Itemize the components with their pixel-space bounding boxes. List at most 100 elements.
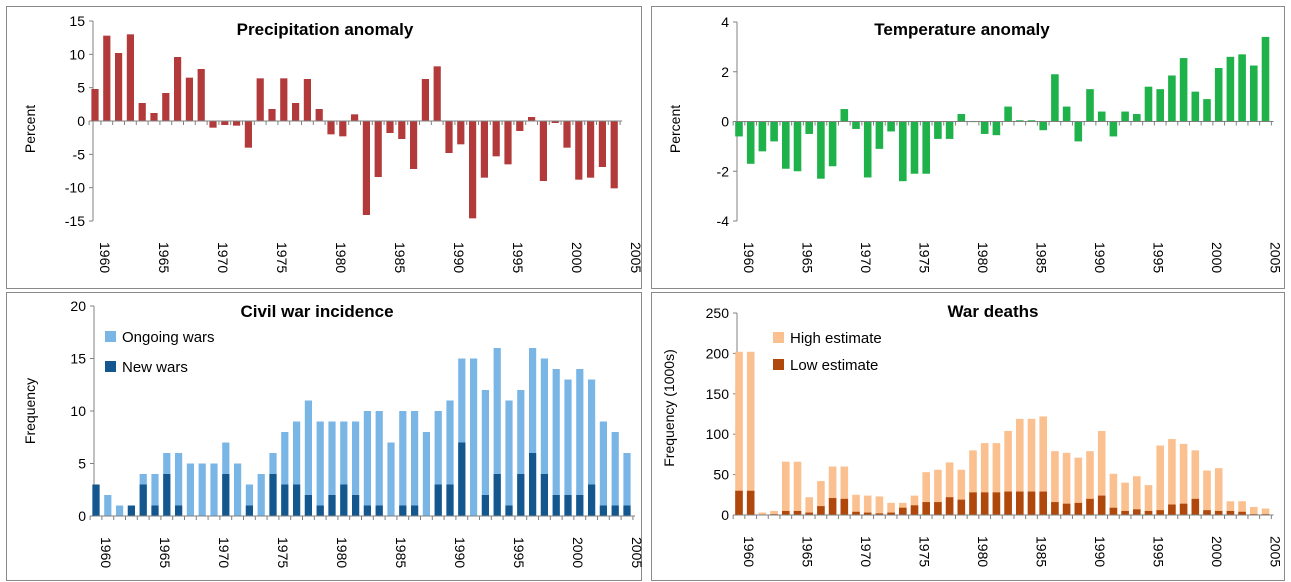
bar [770,121,778,142]
bar-low-estimate [1191,498,1200,515]
bar [563,121,571,148]
y-tick-label: 20 [70,298,86,314]
bar-new-wars [564,495,572,516]
bar-high-estimate [746,351,755,515]
bar-low-estimate [957,499,966,515]
bar-ongoing-wars [434,411,442,516]
bar-new-wars [245,505,253,516]
bar-low-estimate [934,502,942,515]
bar-ongoing-wars [328,421,336,516]
bar [1168,75,1176,122]
bar [351,114,359,121]
y-tick-label: 4 [721,14,729,30]
y-tick-label: 50 [713,467,729,483]
x-tick-label: 1970 [858,242,874,273]
bar [1179,58,1188,122]
bar-low-estimate [922,502,930,515]
civil-war-panel: Civil war incidence Frequency Ongoing wa… [6,292,645,581]
bar-ongoing-wars [505,400,513,516]
bar-new-wars [517,474,525,516]
y-tick-label: 200 [706,345,730,361]
bar-high-estimate [1097,430,1106,515]
bar-low-estimate [1133,509,1141,515]
bar-high-estimate [1203,470,1211,515]
y-tick-label: 0 [721,507,729,523]
bar-ongoing-wars [281,432,289,516]
bar [1226,56,1235,122]
x-tick-label: 1995 [1151,536,1167,567]
x-tick-label: 1975 [917,536,933,567]
bar-low-estimate [863,512,872,515]
bar-low-estimate [852,511,860,515]
x-tick-label: 2000 [570,537,586,568]
bar [828,121,837,167]
bar-high-estimate [852,494,860,515]
y-tick-label: 2 [721,64,729,80]
bar [852,121,860,129]
y-tick-label: 250 [706,305,730,321]
bar-high-estimate [1144,485,1153,515]
x-tick-label: 2005 [1268,536,1284,567]
legend-label-high: High estimate [790,330,882,347]
bar [103,35,111,121]
bar-high-estimate [980,443,989,515]
bar-ongoing-wars [304,400,312,516]
bar-new-wars [529,453,537,516]
bar [374,121,382,177]
bar [303,79,311,121]
bar [410,121,418,169]
bar-new-wars [623,505,631,516]
bar-high-estimate [1250,506,1258,515]
y-tick-label: -4 [717,213,730,229]
bar-low-estimate [782,510,790,515]
bar [575,121,583,180]
y-tick-label: 100 [706,426,730,442]
bar-low-estimate [1214,510,1223,515]
bar-ongoing-wars [316,421,324,516]
bar [875,121,884,149]
x-tick-label: 1975 [274,242,290,273]
bar-ongoing-wars [363,411,371,516]
x-tick-label: 1990 [1092,536,1108,567]
bar-new-wars [175,505,183,516]
bar-low-estimate [1179,503,1188,515]
bar-high-estimate [992,443,1001,515]
bar-low-estimate [1027,491,1036,515]
y-axis-label: Frequency [22,378,38,444]
bar [957,114,966,122]
bar [598,121,606,167]
x-tick-label: 1990 [452,537,468,568]
bar-low-estimate [875,513,884,515]
bar-high-estimate [969,450,977,515]
x-tick-label: 2005 [629,537,645,568]
bar-low-estimate [1238,511,1246,515]
x-tick-label: 1970 [216,537,232,568]
y-tick-label: -5 [73,146,86,162]
x-tick-label: 1990 [451,242,467,273]
bar-new-wars [316,505,324,516]
bar [268,109,276,121]
bar-new-wars [139,484,147,516]
bar-new-wars [458,442,466,516]
y-tick-label: -2 [717,163,730,179]
bar [1214,68,1223,122]
bar-new-wars [352,495,360,516]
y-tick-label: 0 [721,114,729,130]
bar-high-estimate [782,461,790,515]
bar [805,121,813,134]
bar [445,121,453,153]
y-tick-label: -15 [65,213,85,229]
bar-high-estimate [1109,473,1118,515]
x-tick-label: 1985 [393,537,409,568]
bar-high-estimate [1214,468,1223,515]
x-tick-label: 1995 [510,242,526,273]
bar-low-estimate [805,512,813,515]
bar [126,34,134,121]
x-tick-label: 1985 [1034,242,1050,273]
bar-new-wars [552,495,560,516]
bar [1144,86,1153,122]
bar [433,66,441,121]
bar-new-wars [163,474,171,516]
bar-high-estimate [934,469,942,515]
y-tick-label: 10 [69,46,85,62]
